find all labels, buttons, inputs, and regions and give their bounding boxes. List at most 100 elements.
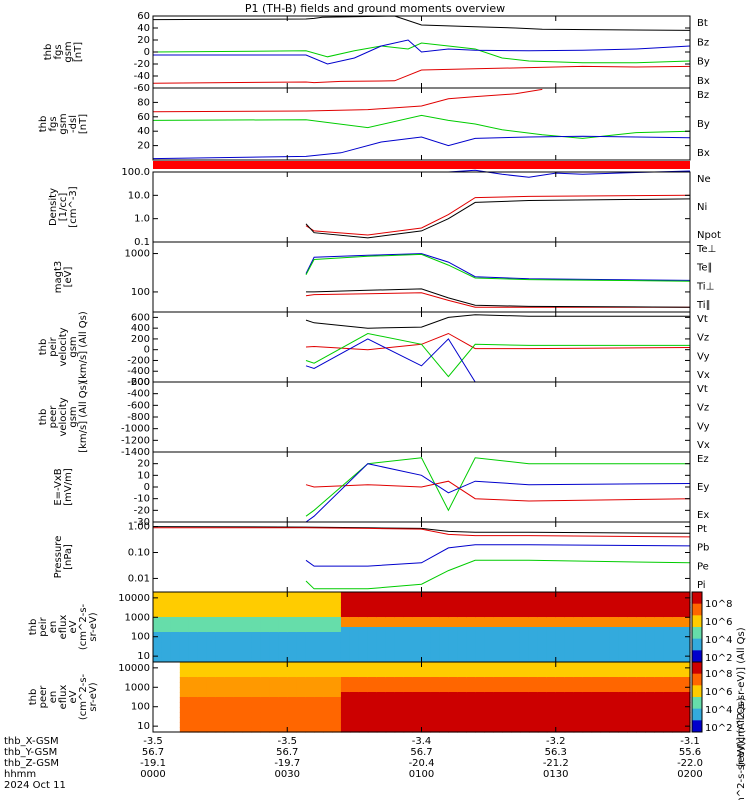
spectrogram-cell [645, 687, 655, 693]
spectrogram-cell [448, 607, 458, 613]
spectrogram-cell [367, 597, 378, 603]
spectrogram-cell [591, 662, 602, 668]
spectrogram-cell [332, 657, 342, 663]
spectrogram-cell [645, 712, 655, 718]
spectrogram-cell [260, 632, 270, 638]
spectrogram-cell [663, 722, 673, 728]
spectrogram-cell [519, 612, 530, 618]
spectrogram-cell [609, 657, 619, 663]
spectrogram-cell [385, 697, 396, 703]
spectrogram-cell [278, 677, 288, 683]
spectrogram-cell [161, 637, 172, 643]
spectrogram-cell [349, 632, 360, 638]
spectrogram-cell [340, 637, 351, 643]
spectrogram-cell [323, 672, 333, 678]
spectrogram-cell [475, 627, 485, 633]
spectrogram-cell [179, 632, 190, 638]
spectrogram-cell [188, 682, 199, 688]
spectrogram-cell [242, 602, 253, 608]
spectrogram-cell [349, 712, 360, 718]
spectrogram-cell [349, 612, 360, 618]
spectrogram-cell [385, 672, 396, 678]
spectrogram-cell [206, 622, 217, 628]
spectrogram-cell [206, 647, 217, 653]
y-axis-label: Pressure [nPa] [53, 536, 74, 579]
spectrogram-cell [376, 627, 387, 633]
y-axis-label-line: Density [48, 188, 59, 226]
spectrogram-cell [161, 727, 172, 733]
spectrogram-cell [573, 662, 584, 668]
spectrogram-cell [188, 592, 199, 598]
spectrogram-cell [672, 617, 682, 623]
spectrogram-cell [269, 652, 279, 658]
spectrogram-cell [170, 597, 181, 603]
spectrogram-cell [197, 627, 208, 633]
y-axis-label: thb peir velocity gsm [km/s] (All Qs) [38, 311, 89, 383]
spectrogram-cell [224, 687, 235, 693]
legend-entry: By [697, 57, 710, 68]
spectrogram-cell [179, 677, 190, 683]
spectrogram-cell [654, 692, 664, 698]
spectrogram-cell [511, 697, 521, 703]
y-tick-label: -30 [134, 517, 150, 528]
series-line-Ne [305, 194, 691, 236]
spectrogram-cell [197, 622, 208, 628]
spectrogram-cell [439, 682, 449, 688]
series-line-Ti⊥ [305, 253, 691, 281]
spectrogram-cell [251, 697, 261, 703]
spectrogram-cell [484, 647, 494, 653]
series-line-Bt [152, 15, 691, 31]
spectrogram-cell [430, 612, 440, 618]
spectrogram-cell [528, 612, 539, 618]
spectrogram-cell [385, 682, 396, 688]
spectrogram-cell [528, 662, 539, 668]
spectrogram-cell [412, 592, 423, 598]
spectrogram-cell [493, 662, 503, 668]
y-tick-label: 100 [131, 702, 150, 713]
spectrogram-cell [457, 642, 467, 648]
spectrogram-cell [627, 657, 637, 663]
spectrogram-cell [475, 622, 485, 628]
spectrogram-cell [287, 672, 297, 678]
spectrogram-cell [519, 682, 530, 688]
spectrogram-cell [591, 692, 602, 698]
series-line-Pt [152, 526, 691, 534]
spectrogram-cell [233, 692, 244, 698]
spectrogram-cell [161, 677, 172, 683]
spectrogram-cell [600, 637, 611, 643]
spectrogram-cell [224, 682, 235, 688]
spectrogram-cell [627, 597, 637, 603]
spectrogram-cell [546, 637, 557, 643]
spectrogram-cell [349, 727, 360, 733]
spectrogram-cell [546, 672, 557, 678]
spectrogram-cell [484, 607, 494, 613]
y-axis-label-line: gsm [58, 113, 69, 134]
spectrogram-cell [305, 602, 315, 608]
spectrogram-cell [555, 677, 566, 683]
spectrogram-cell [564, 592, 575, 598]
spectrogram-cell [358, 662, 369, 668]
spectrogram-cell [278, 702, 288, 708]
spectrogram-cell [466, 712, 476, 718]
spectrogram-cell [582, 647, 593, 653]
spectrogram-cell [430, 662, 440, 668]
spectrogram-cell [528, 652, 539, 658]
spectrogram-cell [466, 722, 476, 728]
spectrogram-cell [153, 657, 163, 663]
spectrogram-cell [618, 702, 628, 708]
spectrogram-cell [466, 652, 476, 658]
spectrogram-cell [206, 632, 217, 638]
spectrogram-cell [564, 602, 575, 608]
spectrogram-cell [457, 707, 467, 713]
y-tick-label: -20 [134, 59, 150, 70]
spectrogram-cell [170, 602, 181, 608]
spectrogram-cell [358, 607, 369, 613]
spectrogram-cell [305, 692, 315, 698]
spectrogram-cell [179, 647, 190, 653]
spectrogram-cell [385, 717, 396, 723]
spectrogram-cell [323, 692, 333, 698]
spectrogram-cell [511, 712, 521, 718]
spectrogram-cell [627, 702, 637, 708]
spectrogram-cell [609, 727, 619, 733]
spectrogram-cell [511, 717, 521, 723]
